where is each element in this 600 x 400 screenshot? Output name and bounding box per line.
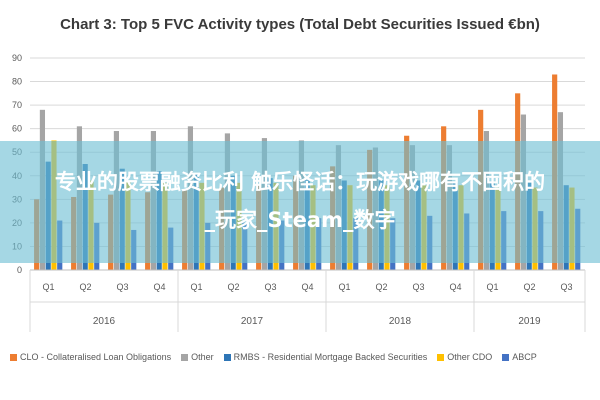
overlay-text-line1: 专业的股票融资比利 触乐怪话：玩游戏哪有不囤积的 <box>54 170 546 194</box>
legend-label: CLO - Collateralised Loan Obligations <box>20 352 172 362</box>
x-tick-label: Q4 <box>449 282 461 292</box>
x-tick-label: Q3 <box>264 282 276 292</box>
x-tick-label: Q1 <box>190 282 202 292</box>
y-tick-label: 70 <box>12 100 22 110</box>
legend-label: RMBS - Residential Mortgage Backed Secur… <box>233 352 428 362</box>
legend-swatch <box>181 353 189 361</box>
legend-item: RMBS - Residential Mortgage Backed Secur… <box>223 352 428 362</box>
x-tick-label: Q2 <box>79 282 91 292</box>
year-label: 2016 <box>93 316 116 327</box>
legend-item: ABCP <box>502 352 537 362</box>
x-tick-label: Q3 <box>116 282 128 292</box>
x-tick-label: Q2 <box>523 282 535 292</box>
chart-legend: CLO - Collateralised Loan Obligations Oth… <box>10 352 595 362</box>
y-tick-label: 90 <box>12 53 22 63</box>
legend-label: Other CDO <box>447 352 493 362</box>
legend-swatch <box>502 353 510 361</box>
y-tick-label: 60 <box>12 124 22 134</box>
legend-item: CLO - Collateralised Loan Obligations <box>10 352 171 362</box>
legend-label: ABCP <box>512 352 537 362</box>
x-tick-label: Q1 <box>42 282 54 292</box>
x-tick-label: Q3 <box>412 282 424 292</box>
x-tick-label: Q1 <box>338 282 350 292</box>
x-tick-label: Q2 <box>375 282 387 292</box>
overlay-text-line2: _玩家_Steam_数字 <box>204 208 396 232</box>
legend-swatch <box>223 353 231 361</box>
x-tick-label: Q4 <box>153 282 165 292</box>
x-tick-label: Q1 <box>486 282 498 292</box>
chart-title: Chart 3: Top 5 FVC Activity types (Total… <box>60 16 540 33</box>
y-tick-label: 0 <box>17 265 22 275</box>
legend-swatch <box>10 353 17 361</box>
x-tick-label: Q4 <box>301 282 313 292</box>
year-label: 2017 <box>241 316 264 327</box>
legend-item: Other <box>181 352 214 362</box>
legend-label: Other <box>191 352 214 362</box>
x-tick-label: Q2 <box>227 282 239 292</box>
overlay-banner: 专业的股票融资比利 触乐怪话：玩游戏哪有不囤积的 _玩家_Steam_数字 <box>0 141 600 263</box>
x-tick-label: Q3 <box>560 282 572 292</box>
legend-item: Other CDO <box>437 352 492 362</box>
year-label: 2018 <box>389 316 412 327</box>
legend-swatch <box>437 353 445 361</box>
y-tick-label: 80 <box>12 77 22 87</box>
year-label: 2019 <box>518 316 541 327</box>
